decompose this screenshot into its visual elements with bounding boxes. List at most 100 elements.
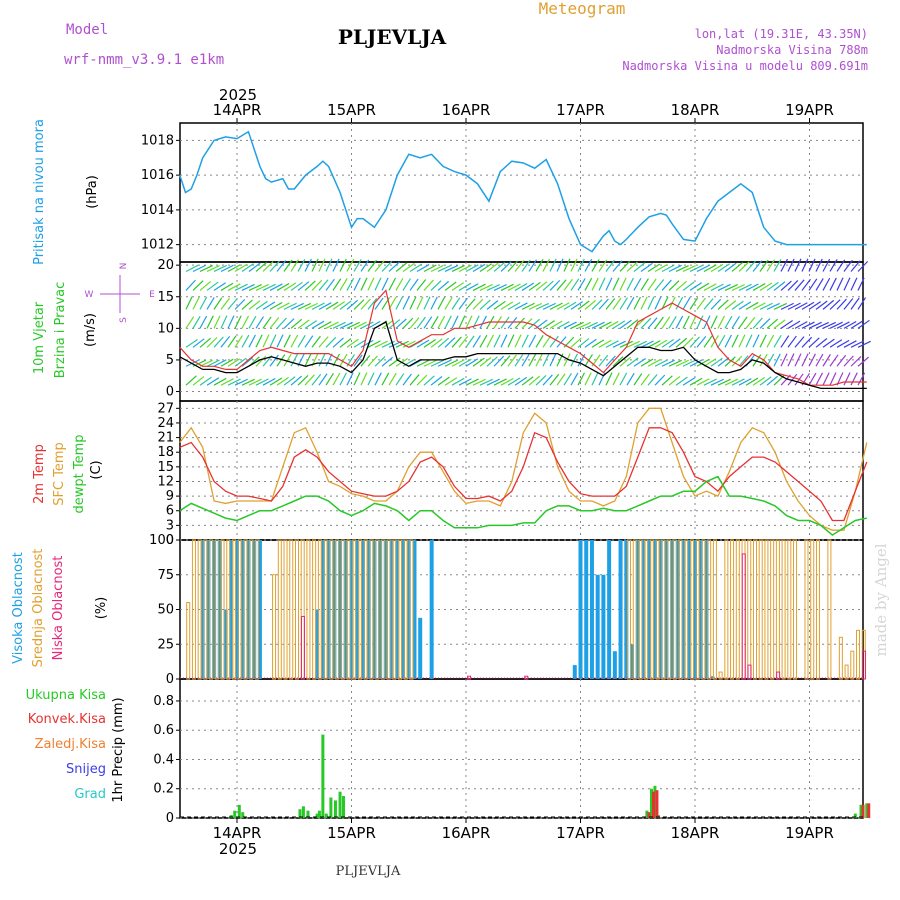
wind-arrow (626, 372, 635, 386)
wind-arrow (318, 279, 329, 291)
wind-unit: (m/s) (83, 313, 98, 347)
wind-arrow (619, 356, 632, 367)
wind-arrow (752, 260, 763, 272)
wind-arrow (514, 317, 525, 329)
wind-arrow (640, 262, 653, 272)
cloud-unit: (%) (94, 597, 109, 620)
wind-arrow (521, 353, 530, 367)
day-label-bottom: 15APR (327, 824, 376, 842)
cloud-bar (249, 539, 254, 680)
wind-arrow (507, 283, 521, 291)
wind-arrow (577, 300, 590, 310)
wind-arrow (675, 315, 684, 329)
wind-arrow (731, 300, 744, 310)
wind-arrow (381, 277, 389, 291)
wind-arrow (787, 335, 797, 348)
wind-arrow (605, 320, 619, 329)
wind-arrow (297, 319, 310, 329)
wind-arrow (738, 378, 752, 386)
wind-arrow (766, 318, 779, 329)
product-title: Meteogram (539, 0, 626, 18)
cloud-bar (200, 540, 205, 679)
wind-arrow (465, 283, 479, 291)
precip-bar (338, 791, 342, 818)
cloud-bar (793, 539, 798, 680)
cloud-bar (838, 636, 843, 680)
wind-arrow (619, 319, 632, 329)
cloud-bar (856, 629, 861, 680)
wind-arrow (801, 336, 813, 348)
wind-arrow (689, 377, 703, 386)
wind-arrow (276, 317, 287, 329)
wind-arrow (836, 321, 850, 329)
wind-arrow (241, 283, 255, 291)
cloud-bar (366, 540, 371, 679)
y-tick-label: 50 (157, 603, 174, 618)
wind-arrow (808, 337, 820, 348)
wind-arrow (479, 283, 493, 291)
wind-arrow (836, 298, 847, 310)
wind-arrow (549, 258, 557, 272)
wind-arrow (465, 358, 479, 367)
wind-arrow (815, 353, 824, 367)
wind-arrow (276, 354, 286, 367)
day-label-top: 18APR (671, 101, 720, 119)
wind-arrow (213, 377, 227, 386)
wind-arrow (591, 339, 605, 348)
wind-arrow (836, 354, 847, 367)
y-tick-label: 0.6 (153, 723, 174, 738)
wind-arrow (325, 336, 337, 348)
wind-arrow (773, 319, 786, 329)
wind-arrow (675, 376, 688, 386)
cloud-bar (243, 539, 248, 680)
wind-arrow (535, 319, 548, 329)
wind-arrow (794, 353, 802, 367)
wind-arrow (717, 315, 725, 329)
wind-arrow (647, 374, 658, 386)
wind-arrow (269, 283, 283, 291)
wind-arrow (374, 372, 382, 386)
cloud-bar (707, 539, 712, 680)
wind-arrow (682, 315, 690, 329)
wind-arrow (360, 259, 370, 272)
wind-arrow (710, 315, 718, 329)
y-tick-label: 6 (166, 504, 174, 519)
compass-north: N (119, 263, 129, 270)
wind-arrow (801, 258, 809, 272)
wind-arrow (227, 298, 238, 310)
y-tick-label: 0.4 (153, 752, 174, 767)
precip-bar (301, 806, 305, 818)
wind-arrow (430, 359, 444, 367)
cloud-bar (701, 539, 706, 680)
wind-arrow (283, 259, 293, 272)
cloud-bar (232, 539, 236, 680)
wind-arrow (745, 317, 756, 329)
cloud-bar (618, 540, 623, 679)
y-tick-label: 0 (166, 533, 174, 548)
wind-arrow (262, 261, 274, 272)
wind-arrow (801, 321, 815, 329)
wind-arrow (745, 283, 759, 291)
wind-arrow (339, 321, 353, 329)
wind-arrow (668, 264, 682, 273)
wind-arrow (248, 262, 261, 272)
wind-arrow (465, 298, 476, 310)
wind-arrow (584, 338, 597, 348)
cloud-bar (664, 540, 669, 679)
wind-arrow (843, 298, 854, 310)
cloud-bar (326, 540, 331, 679)
wind-arrow (493, 378, 507, 386)
wind-arrow (325, 353, 333, 367)
cloud-bar (630, 644, 635, 679)
wind-arrow (500, 355, 511, 367)
wind-arrow (829, 259, 838, 272)
wind-arrow (619, 277, 627, 291)
wind-arrow (542, 353, 550, 367)
wind-arrow (346, 372, 354, 386)
wind-arrow (724, 334, 733, 348)
temp-ylabel-dew: dewpt Temp (72, 434, 87, 513)
wind-arrow (829, 339, 843, 348)
wind-arrow (724, 283, 738, 291)
wind-arrow (598, 259, 608, 272)
y-tick-label: 15 (157, 290, 174, 305)
